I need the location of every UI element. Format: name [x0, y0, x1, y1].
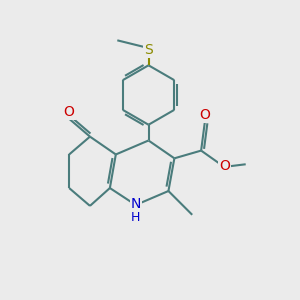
Text: N: N — [130, 196, 141, 211]
Text: O: O — [200, 108, 210, 122]
Text: S: S — [144, 43, 153, 56]
Text: O: O — [220, 159, 230, 173]
Text: H: H — [131, 211, 140, 224]
Text: O: O — [64, 105, 75, 119]
